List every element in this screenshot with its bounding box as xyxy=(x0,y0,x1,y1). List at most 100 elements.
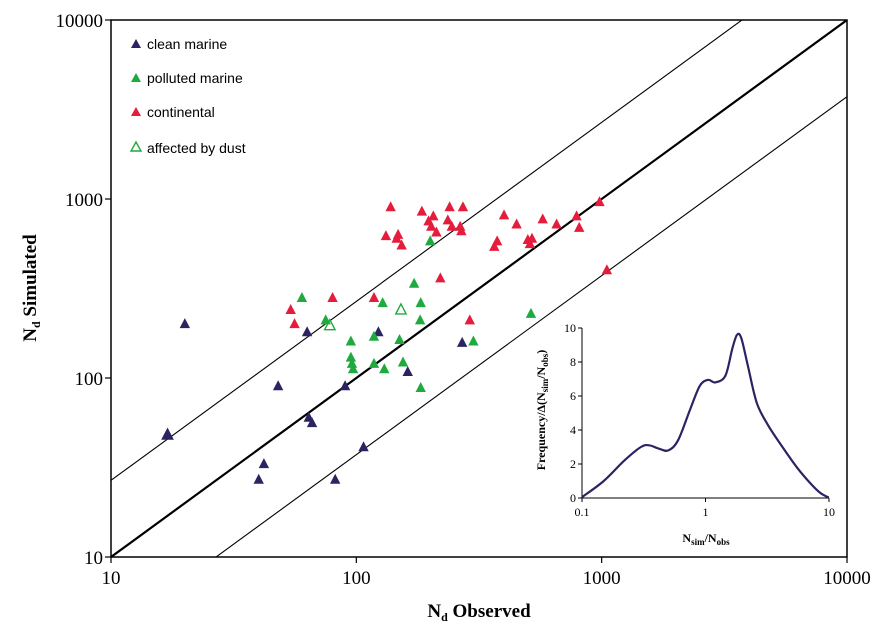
point-affected-by-dust xyxy=(394,302,408,315)
point-clean-marine xyxy=(301,326,313,337)
y-axis: 10 100 1000 10000 xyxy=(56,11,111,569)
point-continental xyxy=(601,264,613,275)
inset-y-tick-label: 6 xyxy=(570,389,576,403)
point-continental xyxy=(511,218,522,229)
point-clean-marine xyxy=(373,326,384,337)
inset-x-axis-title: Nsim/Nobs xyxy=(682,531,730,547)
point-continental xyxy=(457,201,469,212)
point-clean-marine xyxy=(402,366,413,377)
point-continental xyxy=(524,238,536,249)
point-clean-marine xyxy=(339,380,351,391)
point-continental xyxy=(446,220,458,231)
point-polluted-marine xyxy=(468,335,479,346)
x-tick-label: 1000 xyxy=(583,568,621,589)
x-axis-title: Nd Observed xyxy=(427,601,531,624)
point-polluted-marine xyxy=(415,381,426,392)
legend-label-affected-by-dust: affected by dust xyxy=(147,140,246,156)
point-affected-by-dust xyxy=(323,318,337,331)
point-continental xyxy=(289,318,300,329)
inset-x-axis: 0.1 1 10 xyxy=(575,498,835,519)
point-polluted-marine xyxy=(345,351,357,362)
legend-entry-polluted-marine: polluted marine xyxy=(131,70,243,86)
point-affected-by-dust-marker xyxy=(161,427,174,440)
point-polluted-marine xyxy=(414,314,426,325)
point-continental xyxy=(551,218,562,229)
y-tick-label: 10 xyxy=(84,548,103,569)
point-continental xyxy=(327,291,338,302)
legend-marker-continental xyxy=(131,107,141,116)
point-continental xyxy=(385,201,396,212)
point-clean-marine xyxy=(272,380,284,391)
point-continental xyxy=(571,210,582,221)
point-continental xyxy=(396,239,407,250)
one-to-one-line xyxy=(111,20,847,557)
point-clean-marine xyxy=(253,473,264,484)
legend-label-polluted-marine: polluted marine xyxy=(147,70,243,86)
legend-label-continental: continental xyxy=(147,104,215,120)
point-continental xyxy=(426,220,437,231)
y-axis-title: Nd Simulated xyxy=(20,234,43,342)
inset-y-tick-label: 2 xyxy=(570,457,576,471)
legend: clean marine polluted marine continental… xyxy=(129,36,246,156)
inset-y-tick-label: 4 xyxy=(570,423,576,437)
point-continental xyxy=(368,291,380,302)
point-continental xyxy=(431,226,442,237)
point-continental xyxy=(428,210,439,221)
legend-marker-clean-marine xyxy=(131,39,141,48)
inset-x-tick-label: 10 xyxy=(823,505,835,519)
x-tick-label: 10000 xyxy=(823,568,871,589)
inset-y-tick-label: 10 xyxy=(564,321,576,335)
point-continental xyxy=(392,228,404,239)
x-tick-label: 100 xyxy=(342,568,371,589)
point-clean-marine xyxy=(179,318,191,329)
factor-line xyxy=(215,96,847,557)
point-clean-marine xyxy=(162,429,173,440)
point-continental xyxy=(498,209,510,220)
point-polluted-marine xyxy=(368,357,380,368)
point-continental xyxy=(285,303,296,314)
point-continental xyxy=(456,225,467,236)
legend-entry-affected-by-dust: affected by dust xyxy=(129,140,246,156)
point-polluted-marine xyxy=(397,356,409,367)
inset-chart: 0.1 1 10 0 2 4 6 8 10 Nsim/Nobs Frequency/Δ(Nsi… xyxy=(534,321,835,547)
point-continental xyxy=(574,221,585,232)
point-polluted-marine xyxy=(408,277,420,288)
point-polluted-marine xyxy=(379,363,390,374)
legend-entry-clean-marine: clean marine xyxy=(131,36,227,52)
legend-marker-affected-by-dust xyxy=(129,140,143,152)
point-polluted-marine xyxy=(368,330,380,341)
point-polluted-marine xyxy=(346,357,358,368)
point-continental xyxy=(491,235,503,246)
point-polluted-marine xyxy=(377,297,388,308)
point-polluted-marine xyxy=(345,335,357,346)
point-polluted-marine xyxy=(394,334,405,345)
point-continental xyxy=(594,196,605,207)
inset-x-tick-label: 1 xyxy=(703,505,709,519)
point-polluted-marine xyxy=(296,291,308,302)
inset-y-axis-title: Frequency/Δ(Nsim/Nobs) xyxy=(534,350,550,470)
x-tick-label: 10 xyxy=(102,568,121,589)
inset-y-axis: 0 2 4 6 8 10 xyxy=(564,321,582,505)
point-polluted-marine xyxy=(424,235,436,246)
point-polluted-marine xyxy=(415,297,426,308)
point-continental xyxy=(380,230,392,241)
plot-frame xyxy=(110,19,848,558)
point-continental xyxy=(526,232,538,243)
point-clean-marine xyxy=(258,458,270,469)
point-continental xyxy=(537,213,548,224)
point-continental xyxy=(444,201,455,212)
inset-y-tick-label: 8 xyxy=(570,355,576,369)
inset-x-tick-label: 0.1 xyxy=(575,505,590,519)
point-clean-marine xyxy=(306,417,318,428)
point-polluted-marine xyxy=(525,307,537,318)
legend-marker-polluted-marine xyxy=(131,73,141,82)
point-continental xyxy=(489,240,500,251)
reference-lines xyxy=(111,20,847,557)
point-continental xyxy=(464,314,475,325)
y-tick-label: 100 xyxy=(75,369,104,390)
y-tick-label: 10000 xyxy=(56,11,104,32)
y-tick-label: 1000 xyxy=(65,190,103,211)
inset-y-tick-label: 0 xyxy=(570,491,576,505)
x-axis: 10 100 1000 10000 xyxy=(102,557,871,589)
